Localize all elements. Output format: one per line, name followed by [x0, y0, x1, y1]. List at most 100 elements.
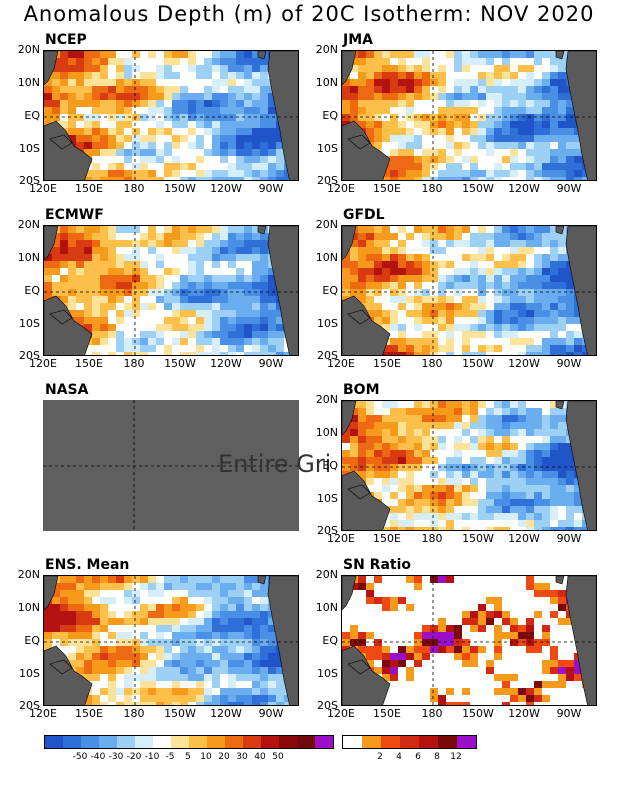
x-tick-label: 120E	[327, 707, 355, 720]
x-tick-label: 90W	[258, 707, 284, 720]
panel-title-nasa: NASA	[45, 382, 89, 398]
x-tick-label: 150E	[373, 532, 401, 545]
colorbar-label: -10	[144, 752, 160, 762]
x-tick-label: 150W	[462, 707, 494, 720]
colorbar-swatch	[171, 736, 189, 748]
colorbar-swatch	[315, 736, 333, 748]
anomaly-colorbar-swatches	[44, 735, 334, 749]
nasa-missing-message: Entire Gri	[218, 450, 332, 478]
x-tick-label: 150W	[462, 532, 494, 545]
x-tick-label: 180	[421, 357, 443, 370]
x-tick-label: 90W	[556, 182, 582, 195]
map-panel-nasa: Entire Gri	[43, 400, 331, 531]
x-tick-label: 150W	[462, 182, 494, 195]
map-panel-sn	[341, 575, 597, 706]
x-tick-label: 180	[421, 532, 443, 545]
map-panel-gfdl	[341, 225, 597, 356]
colorbar-label: 40	[254, 752, 266, 762]
figure-title: Anomalous Depth (m) of 20C Isotherm: NOV…	[23, 2, 595, 26]
y-tick-label: 10N	[315, 76, 338, 89]
colorbar-label: -20	[126, 752, 142, 762]
x-tick-label: 180	[123, 357, 145, 370]
x-tick-label: 120E	[327, 182, 355, 195]
colorbar-label: -5	[165, 752, 175, 762]
x-tick-label: 150W	[164, 707, 196, 720]
y-tick-label: EQ	[322, 284, 338, 297]
y-tick-label: 10S	[317, 492, 338, 505]
colorbar-swatch	[225, 736, 243, 748]
y-tick-label: 20S	[19, 174, 40, 187]
y-tick-label: 10N	[17, 601, 40, 614]
colorbar-label: -50	[72, 752, 88, 762]
y-tick-label: EQ	[24, 109, 40, 122]
x-tick-label: 150E	[373, 707, 401, 720]
y-tick-label: 20N	[315, 43, 338, 56]
colorbar-swatch	[45, 736, 63, 748]
x-tick-label: 150E	[373, 182, 401, 195]
x-tick-label: 180	[123, 707, 145, 720]
x-tick-label: 120E	[29, 357, 57, 370]
x-tick-label: 150E	[75, 182, 103, 195]
y-tick-label: 20N	[315, 218, 338, 231]
x-tick-label: 150E	[75, 707, 103, 720]
colorbar-label: 6	[415, 752, 421, 762]
colorbar-swatch	[343, 736, 362, 748]
map-panel-ncep	[43, 50, 299, 181]
y-tick-label: 10S	[19, 142, 40, 155]
colorbar-swatch	[207, 736, 225, 748]
x-tick-label: 150W	[462, 357, 494, 370]
colorbar-label: 10	[200, 752, 212, 762]
x-tick-label: 120E	[327, 357, 355, 370]
y-tick-label: 20N	[315, 568, 338, 581]
y-tick-label: EQ	[24, 634, 40, 647]
colorbar-swatch	[297, 736, 315, 748]
colorbar-label: 5	[185, 752, 191, 762]
x-tick-label: 120E	[327, 532, 355, 545]
x-tick-label: 180	[421, 182, 443, 195]
map-nasa	[43, 400, 299, 531]
panel-title-sn: SN Ratio	[343, 557, 412, 573]
map-panel-bom	[341, 400, 597, 531]
panel-title-bom: BOM	[343, 382, 380, 398]
x-tick-label: 120W	[508, 707, 540, 720]
x-tick-label: 120E	[29, 182, 57, 195]
y-tick-label: 10N	[315, 251, 338, 264]
y-tick-label: 10N	[17, 251, 40, 264]
colorbar-swatch	[400, 736, 419, 748]
colorbar-label: -40	[90, 752, 106, 762]
colorbar-swatch	[99, 736, 117, 748]
y-tick-label: 20N	[315, 393, 338, 406]
panel-title-ecmwf: ECMWF	[45, 207, 104, 223]
colorbar-swatch	[117, 736, 135, 748]
y-tick-label: 20S	[19, 349, 40, 362]
y-tick-label: 10N	[315, 601, 338, 614]
x-tick-label: 150W	[164, 182, 196, 195]
map-panel-jma	[341, 50, 597, 181]
colorbar-swatch	[457, 736, 476, 748]
x-tick-label: 150W	[164, 357, 196, 370]
y-tick-label: 20S	[19, 699, 40, 712]
x-tick-label: 90W	[556, 532, 582, 545]
y-tick-label: EQ	[322, 634, 338, 647]
map-panel-ens	[43, 575, 299, 706]
panel-title-gfdl: GFDL	[343, 207, 385, 223]
map-gfdl	[342, 226, 596, 355]
colorbar-label: 4	[396, 752, 402, 762]
map-sn	[342, 576, 596, 705]
colorbar-swatch	[419, 736, 438, 748]
colorbar-label: 12	[450, 752, 462, 762]
x-tick-label: 120W	[210, 707, 242, 720]
colorbar-swatch	[135, 736, 153, 748]
x-tick-label: 180	[421, 707, 443, 720]
x-tick-label: 120E	[29, 707, 57, 720]
map-ecmwf	[44, 226, 298, 355]
y-tick-label: EQ	[322, 109, 338, 122]
y-tick-label: 10S	[19, 667, 40, 680]
y-tick-label: 20S	[317, 174, 338, 187]
x-tick-label: 120W	[508, 532, 540, 545]
x-tick-label: 150E	[373, 357, 401, 370]
y-tick-label: 10S	[317, 667, 338, 680]
y-tick-label: 10S	[19, 317, 40, 330]
x-tick-label: 120W	[508, 357, 540, 370]
x-tick-label: 90W	[556, 707, 582, 720]
